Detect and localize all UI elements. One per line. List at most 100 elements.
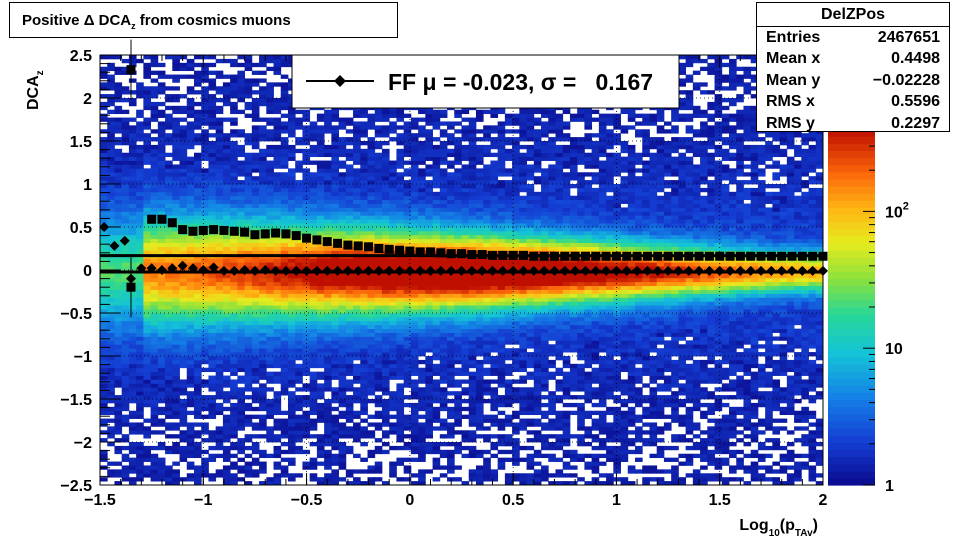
heat-cell: [172, 121, 180, 126]
heat-cell: [432, 449, 441, 455]
heat-cell: [114, 164, 123, 169]
heat-cell: [222, 477, 231, 482]
heat-cell: [338, 379, 347, 384]
heat-cell: [179, 340, 188, 345]
heat-cell: [280, 383, 289, 388]
heat-cell: [193, 320, 202, 326]
heat-cell: [150, 430, 159, 435]
heat-cell: [309, 172, 318, 177]
heat-cell: [425, 469, 433, 474]
heat-cell: [230, 90, 238, 95]
heat-cell: [193, 262, 202, 267]
heat-cell: [381, 344, 390, 349]
heat-cell: [273, 316, 282, 322]
heat-cell: [316, 418, 325, 423]
heat-cell: [201, 184, 209, 189]
heat-cell: [201, 238, 209, 244]
heat-cell: [230, 391, 238, 396]
heat-cell: [295, 219, 303, 224]
heat-cell: [367, 250, 376, 255]
heat-cell: [230, 453, 238, 459]
heat-cell: [208, 144, 217, 150]
heat-cell: [150, 180, 159, 185]
heat-cell: [381, 313, 390, 318]
heat-cell: [186, 176, 195, 181]
heat-cell: [439, 336, 448, 341]
heat-cell: [381, 117, 390, 122]
heat-cell: [309, 356, 318, 361]
heat-cell: [454, 344, 462, 349]
heat-cell: [150, 277, 159, 283]
heat-cell: [201, 379, 209, 384]
heat-cell: [447, 399, 455, 404]
heat-cell: [237, 242, 245, 247]
heat-cell: [353, 273, 361, 279]
heat-cell: [316, 144, 325, 150]
heat-cell: [280, 328, 289, 333]
heat-cell: [100, 344, 108, 349]
heat-cell: [143, 367, 152, 373]
heat-cell: [360, 262, 368, 267]
heat-cell: [222, 332, 231, 337]
heat-cell: [338, 195, 347, 201]
heat-cell: [150, 199, 159, 204]
heat-cell: [244, 242, 253, 247]
heat-cell: [143, 289, 152, 294]
heat-cell: [425, 402, 433, 408]
heat-cell: [353, 219, 361, 224]
heat-cell: [186, 356, 195, 361]
heat-cell: [215, 148, 224, 154]
heat-cell: [186, 199, 195, 204]
heat-cell: [287, 445, 296, 451]
heat-cell: [165, 313, 173, 318]
heat-cell: [454, 402, 462, 408]
heat-cell: [215, 273, 224, 279]
heat-cell: [374, 465, 383, 470]
heat-cell: [389, 199, 397, 204]
heat-cell: [186, 297, 195, 302]
heat-cell: [230, 367, 238, 373]
heat-cell: [172, 481, 180, 486]
heat-cell: [331, 477, 339, 482]
heat-cell: [454, 211, 462, 216]
heat-cell: [490, 371, 499, 376]
heat-cell: [389, 234, 397, 240]
heat-cell: [447, 320, 455, 326]
heat-cell: [186, 273, 195, 279]
heat-cell: [309, 391, 318, 396]
heat-cell: [143, 176, 152, 181]
heat-cell: [396, 320, 405, 326]
heat-cell: [100, 172, 108, 177]
heat-cell: [338, 227, 347, 232]
heat-cell: [475, 449, 484, 455]
heat-cell: [222, 344, 231, 349]
heat-cell: [432, 297, 441, 302]
heat-cell: [100, 410, 108, 416]
heat-cell: [389, 242, 397, 247]
heat-cell: [251, 227, 260, 232]
heat-cell: [367, 293, 376, 298]
heat-cell: [143, 168, 152, 173]
heat-cell: [266, 402, 274, 408]
heat-cell: [353, 414, 361, 419]
heat-cell: [121, 477, 130, 482]
heat-cell: [244, 445, 253, 451]
heat-cell: [461, 148, 470, 154]
heat-cell: [468, 152, 477, 158]
heat-cell: [360, 313, 368, 318]
heat-cell: [338, 211, 347, 216]
heat-cell: [468, 328, 477, 333]
heat-cell: [121, 293, 130, 298]
heat-cell: [128, 137, 137, 142]
heat-cell: [230, 371, 238, 376]
heat-cell: [396, 410, 405, 416]
heat-cell: [287, 422, 296, 427]
heat-cell: [107, 266, 115, 271]
heat-cell: [251, 98, 260, 103]
heat-cell: [403, 121, 412, 126]
heat-cell: [244, 219, 253, 224]
heat-cell: [454, 207, 462, 212]
heat-cell: [338, 359, 347, 365]
heat-cell: [251, 144, 260, 150]
heat-cell: [100, 375, 108, 380]
